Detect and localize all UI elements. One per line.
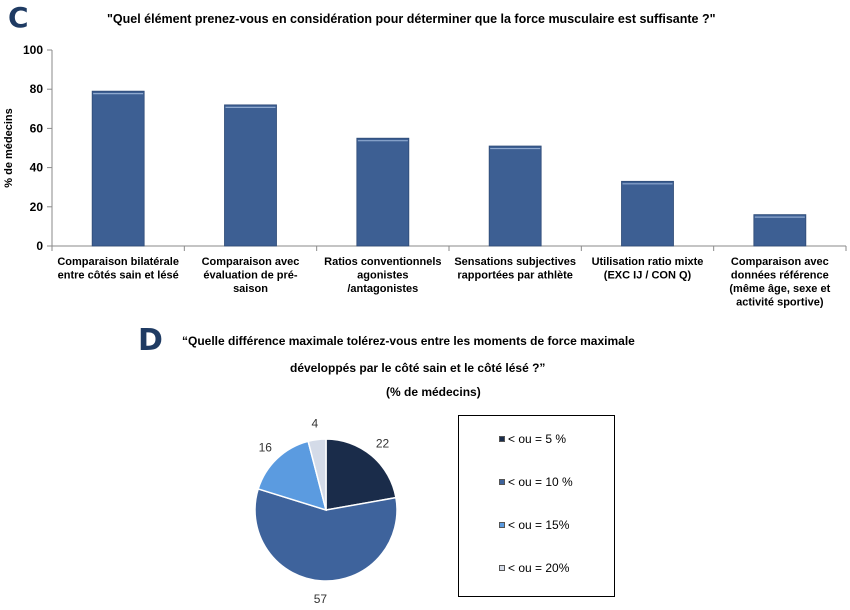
- bar: [753, 214, 807, 247]
- x-tick-label-line: Sensations subjectives: [454, 256, 576, 268]
- pie-slice: [325, 438, 397, 511]
- x-tick-label: Comparaison avec données référence (même â…: [729, 256, 830, 309]
- bar: [91, 90, 145, 247]
- pie-data-label: 4: [312, 417, 319, 431]
- bar: [224, 104, 277, 247]
- legend-item: < ou = 15%: [499, 518, 569, 532]
- y-tick-label: 20: [30, 200, 44, 214]
- pie-chart: 22 57 16 4: [254, 417, 398, 606]
- legend-item: < ou = 20%: [499, 561, 569, 575]
- x-tick-label-line: (même âge, sexe et: [729, 283, 830, 295]
- x-tick-label: Ratios conventionnels agonistes/antagonis…: [324, 256, 441, 295]
- x-tick-label-line: agonistes: [357, 270, 408, 282]
- pie-data-label: 22: [376, 437, 390, 451]
- legend-label: < ou = 5 %: [508, 432, 567, 446]
- legend-swatch: [499, 565, 505, 571]
- x-tick-label-line: saison: [233, 283, 268, 295]
- bar: [488, 145, 542, 247]
- x-tick-label-line: /antagonistes: [347, 283, 418, 295]
- legend-swatch: [499, 436, 505, 442]
- x-tick-label-line: évaluation de pré-: [203, 270, 297, 282]
- x-tick-label-line: Comparaison avec: [731, 256, 829, 268]
- x-tick-label-line: activité sportive): [736, 297, 824, 309]
- pie-slice: [257, 440, 328, 512]
- x-tick-label: Comparaison avec évaluation de pré-saison: [202, 256, 300, 295]
- legend-item: < ou = 10 %: [499, 475, 573, 489]
- bar-chart: 0 20 40 60 80 100 % de médecins Comparaison bil…: [3, 43, 847, 309]
- x-tick-label: Comparaison bilatérale entre côtés sain e…: [57, 256, 179, 282]
- legend-item: < ou = 5 %: [499, 432, 566, 446]
- legend-swatch: [499, 479, 505, 485]
- panel-letter-d: D: [138, 323, 163, 358]
- x-tick-label-line: Comparaison bilatérale: [57, 256, 179, 268]
- y-tick-label: 80: [30, 82, 44, 96]
- pie-chart-title-line1: “Quelle différence maximale tolérez-vous…: [182, 334, 635, 348]
- x-tick-label-line: données référence: [731, 270, 829, 282]
- x-tick-label-line: entre côtés sain et lésé: [58, 270, 179, 282]
- pie-data-label: 57: [314, 592, 328, 606]
- x-tick-label-line: rapportées par athlète: [457, 270, 573, 282]
- bar: [621, 180, 674, 247]
- y-tick-label: 60: [30, 121, 44, 135]
- x-tick-label: Sensations subjectives rapportées par ath…: [454, 256, 576, 282]
- pie-chart-title-line2: développés par le côté sain et le côté l…: [290, 361, 546, 375]
- x-tick-label: Utilisation ratio mixte (EXC IJ / CON Q): [592, 256, 704, 282]
- y-axis-label: % de médecins: [3, 108, 15, 187]
- legend-label: < ou = 15%: [508, 518, 570, 532]
- x-tick-label-line: (EXC IJ / CON Q): [604, 270, 692, 282]
- bar-chart-title: "Quel élément prenez-vous en considérati…: [107, 12, 716, 26]
- y-tick-label: 0: [36, 239, 43, 253]
- pie-slice: [307, 438, 327, 511]
- x-tick-label-line: Utilisation ratio mixte: [592, 256, 704, 268]
- pie-legend: < ou = 5 % < ou = 10 % < ou = 15% < ou = 20…: [458, 415, 615, 597]
- bar: [356, 137, 410, 247]
- pie-slice: [254, 487, 398, 582]
- x-tick-label-line: Ratios conventionnels: [324, 256, 441, 268]
- x-tick-label-line: Comparaison avec: [202, 256, 300, 268]
- legend-swatch: [499, 522, 505, 528]
- y-tick-label: 40: [30, 161, 44, 175]
- panel-letter-c: C: [8, 1, 29, 34]
- y-tick-label: 100: [23, 43, 43, 57]
- legend-label: < ou = 10 %: [508, 475, 573, 489]
- pie-data-label: 16: [259, 440, 273, 454]
- legend-label: < ou = 20%: [508, 561, 570, 575]
- pie-chart-subtitle: (% de médecins): [386, 385, 481, 399]
